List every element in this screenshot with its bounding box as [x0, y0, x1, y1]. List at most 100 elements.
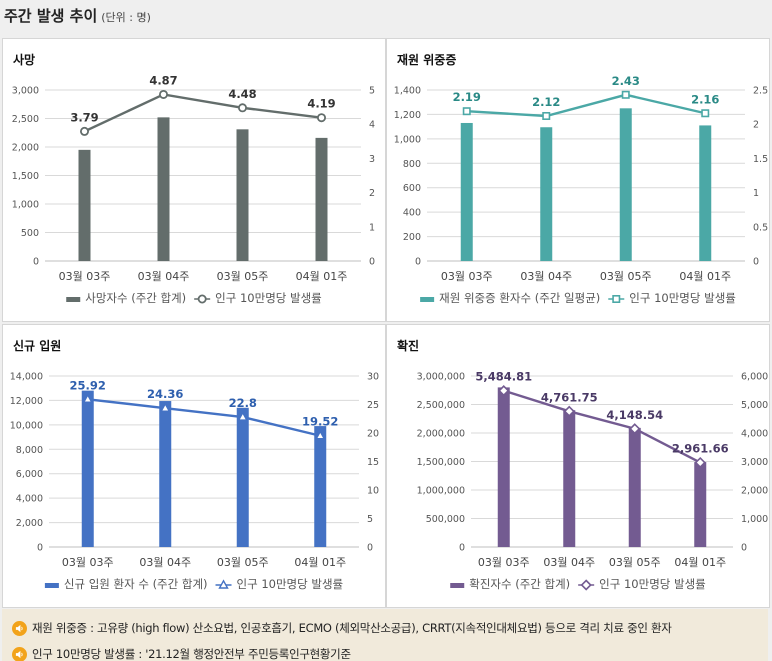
data-label: 3.79 — [70, 110, 98, 124]
left-tick-label: 10,000 — [10, 420, 43, 431]
legend-line-marker — [582, 581, 591, 590]
left-tick-label: 1,400 — [394, 86, 421, 97]
page-title-unit: (단위 : 명) — [101, 11, 151, 24]
x-tick-label: 04월 01주 — [674, 556, 726, 569]
left-tick-label: 1,000 — [12, 200, 39, 211]
bar — [159, 401, 171, 547]
legend-line-label: 인구 10만명당 발생률 — [237, 577, 344, 591]
left-tick-label: 2,500,000 — [417, 400, 465, 411]
x-tick-label: 03월 04주 — [138, 270, 190, 283]
right-tick-label: 30 — [367, 372, 379, 383]
data-label: 5,484.81 — [475, 370, 532, 384]
data-label: 4,148.54 — [606, 408, 663, 422]
left-tick-label: 200 — [403, 232, 421, 243]
series-line — [504, 391, 701, 463]
x-tick-label: 03월 05주 — [217, 270, 269, 283]
data-label: 4,761.75 — [541, 390, 598, 404]
right-tick-label: 1.5 — [753, 154, 768, 165]
right-tick-label: 25 — [367, 400, 379, 411]
bar — [79, 150, 91, 261]
chart-svg: 0500,0001,000,0001,500,0002,000,0002,500… — [387, 325, 769, 607]
line-point — [543, 113, 549, 119]
right-tick-label: 5 — [367, 514, 373, 525]
right-tick-label: 5 — [369, 86, 375, 97]
bar — [314, 426, 326, 547]
legend-bar-swatch — [450, 583, 464, 588]
chart-svg: 02,0004,0006,0008,00010,00012,00014,0000… — [3, 325, 385, 607]
bar — [620, 108, 632, 261]
left-tick-label: 600 — [403, 183, 421, 194]
bar — [699, 125, 711, 261]
right-tick-label: 0 — [367, 543, 373, 554]
legend-line-label: 인구 10만명당 발생률 — [215, 291, 322, 305]
line-point — [81, 128, 88, 135]
left-tick-label: 500 — [21, 228, 39, 239]
series-line — [88, 399, 321, 435]
data-label: 19.52 — [302, 415, 338, 429]
left-tick-label: 2,000,000 — [417, 429, 465, 440]
bar — [540, 127, 552, 261]
left-tick-label: 14,000 — [10, 372, 43, 383]
left-tick-label: 1,000,000 — [417, 486, 465, 497]
right-tick-label: 2 — [369, 188, 375, 199]
right-tick-label: 5,000 — [741, 400, 768, 411]
line-point — [702, 110, 708, 116]
left-tick-label: 0 — [459, 543, 465, 554]
legend-line-label: 인구 10만명당 발생률 — [599, 577, 706, 591]
legend-line-marker — [613, 296, 619, 302]
bar — [237, 129, 249, 261]
bar — [316, 138, 328, 261]
right-tick-label: 2 — [753, 120, 759, 131]
x-tick-label: 03월 04주 — [520, 270, 572, 283]
right-tick-label: 3 — [369, 154, 375, 165]
left-tick-label: 1,500,000 — [417, 457, 465, 468]
line-point — [318, 114, 325, 121]
line-point — [239, 104, 246, 111]
right-tick-label: 0 — [753, 257, 759, 268]
data-label: 4.48 — [228, 87, 256, 101]
left-tick-label: 8,000 — [16, 445, 43, 456]
right-tick-label: 0.5 — [753, 222, 768, 233]
data-label: 4.87 — [149, 73, 177, 87]
bar — [498, 387, 510, 547]
bar — [694, 462, 706, 547]
legend-bar-label: 신규 입원 환자 수 (주간 합계) — [64, 577, 208, 591]
chart-svg: 02004006008001,0001,2001,40000.511.522.5… — [387, 39, 769, 321]
bar — [563, 410, 575, 547]
left-tick-label: 0 — [415, 257, 421, 268]
left-tick-label: 3,000,000 — [417, 372, 465, 383]
right-tick-label: 0 — [741, 543, 747, 554]
legend-bar-swatch — [420, 297, 434, 302]
left-tick-label: 800 — [403, 159, 421, 170]
x-tick-label: 03월 05주 — [609, 556, 661, 569]
x-tick-label: 03월 03주 — [441, 270, 493, 283]
bar — [629, 428, 641, 547]
right-tick-label: 10 — [367, 486, 379, 497]
left-tick-label: 2,500 — [12, 114, 39, 125]
note-row: 재원 위중증 : 고유량 (high flow) 산소요법, 인공호흡기, EC… — [12, 620, 672, 636]
legend-bar-label: 재원 위중증 환자수 (주간 일평균) — [439, 291, 600, 305]
series-line — [467, 95, 706, 116]
right-tick-label: 1 — [369, 222, 375, 233]
x-tick-label: 04월 01주 — [294, 556, 346, 569]
legend-bar-swatch — [66, 297, 80, 302]
data-label: 24.36 — [147, 387, 183, 401]
data-label: 25.92 — [70, 378, 106, 392]
data-label: 2.16 — [691, 92, 719, 106]
legend-bar-label: 확진자수 (주간 합계) — [469, 577, 570, 591]
x-tick-label: 03월 05주 — [217, 556, 269, 569]
right-tick-label: 0 — [369, 257, 375, 268]
data-label: 4.19 — [307, 97, 335, 111]
right-tick-label: 20 — [367, 429, 379, 440]
legend: 사망자수 (주간 합계) 인구 10만명당 발생률 — [66, 291, 322, 305]
left-tick-label: 12,000 — [10, 396, 43, 407]
right-tick-label: 4,000 — [741, 429, 768, 440]
right-tick-label: 4 — [369, 120, 375, 131]
legend: 신규 입원 환자 수 (주간 합계) 인구 10만명당 발생률 — [45, 577, 343, 591]
bar — [461, 123, 473, 261]
legend-bar-label: 사망자수 (주간 합계) — [85, 291, 186, 305]
right-tick-label: 6,000 — [741, 372, 768, 383]
